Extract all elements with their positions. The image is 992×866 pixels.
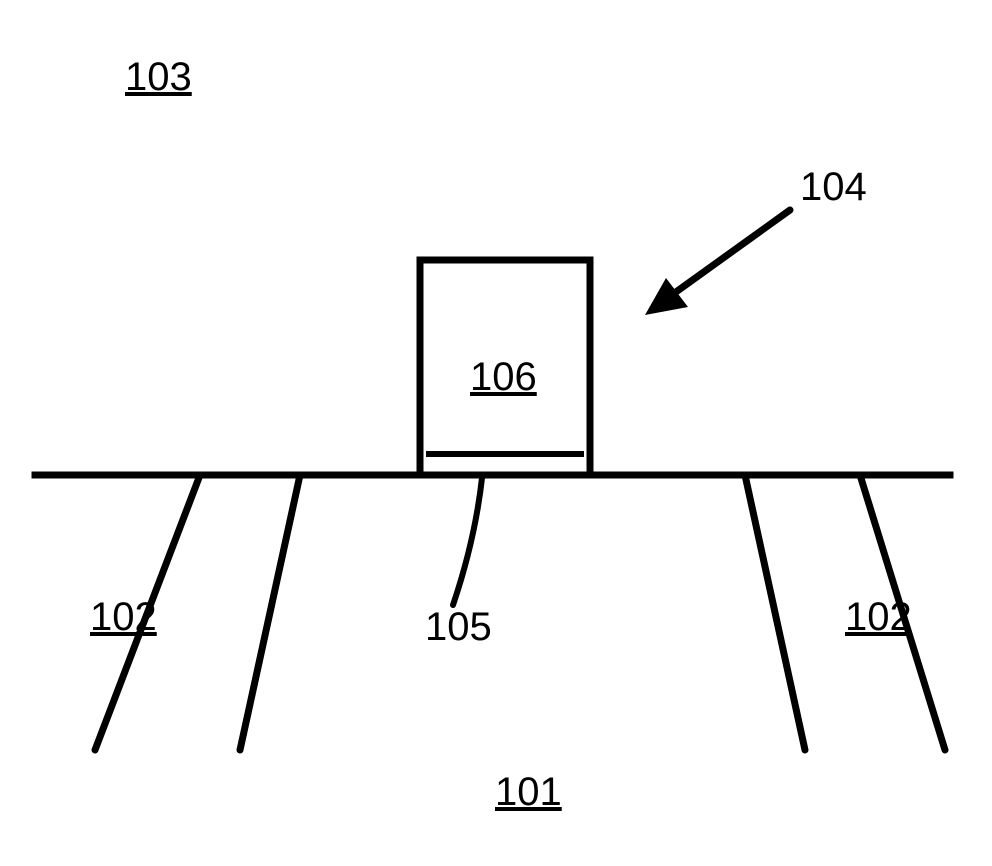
trench-left-inner [240, 475, 300, 750]
label-104: 104 [800, 165, 867, 210]
label-105: 105 [425, 605, 492, 650]
label-102-right: 102 [845, 595, 912, 640]
label-101: 101 [495, 770, 562, 815]
label-102-left: 102 [90, 595, 157, 640]
trench-right-inner [745, 475, 805, 750]
diagram-svg [0, 0, 992, 866]
label-106: 106 [470, 355, 537, 400]
arrow-104 [645, 210, 790, 315]
label-103: 103 [125, 55, 192, 100]
leader-105 [453, 478, 482, 605]
